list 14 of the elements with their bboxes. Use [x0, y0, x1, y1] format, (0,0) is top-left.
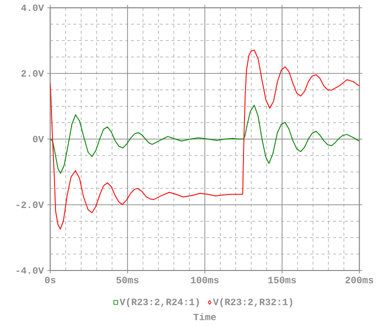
- y-tick-label: -2.0V: [16, 202, 44, 208]
- line-series: [50, 105, 360, 174]
- y-tick-label: 4.0V: [21, 4, 44, 12]
- y-tick-label: -4.0V: [16, 267, 44, 274]
- x-tick-label: 100ms: [191, 276, 219, 284]
- legend-label: V(R23:2,R24:1): [120, 298, 199, 308]
- legend-label: V(R23:2,R32:1): [212, 298, 292, 308]
- x-tick-label: 0s: [45, 276, 56, 284]
- y-tick-label: 2.0V: [21, 70, 44, 77]
- x-tick-label: 200ms: [345, 276, 374, 284]
- y-tick-label: 0V: [32, 136, 44, 143]
- x-tick-label: 50ms: [116, 276, 138, 284]
- x-axis-title: Time: [194, 313, 216, 320]
- x-tick-label: 150ms: [268, 276, 296, 284]
